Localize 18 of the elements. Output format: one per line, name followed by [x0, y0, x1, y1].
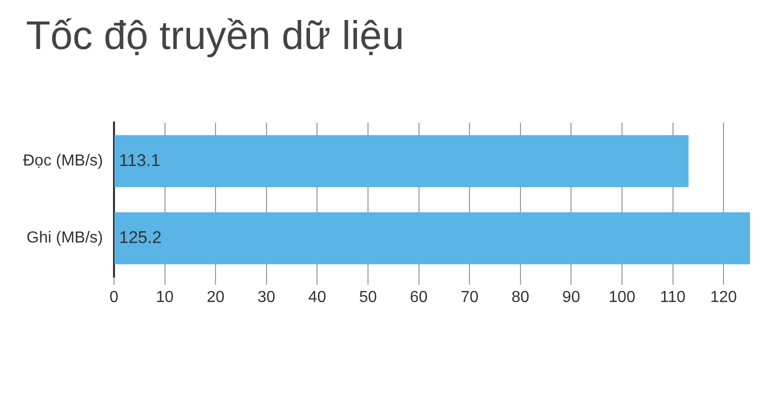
- y-tick-label: Đọc (MB/s): [23, 152, 103, 170]
- x-tick-label: 70: [460, 288, 479, 306]
- x-tick-label: 30: [258, 288, 276, 306]
- x-tick-label: 100: [608, 288, 636, 306]
- y-tick-label: Ghi (MB/s): [26, 230, 103, 247]
- chart-title: Tốc độ truyền dữ liệu: [26, 14, 404, 59]
- x-tick-label: 80: [511, 288, 530, 306]
- x-tick-label: 40: [308, 288, 326, 306]
- x-tick-label: 10: [156, 288, 174, 306]
- data-label: 113.1: [119, 150, 160, 170]
- x-tick-label: 120: [710, 288, 738, 306]
- x-tick-label: 90: [562, 288, 580, 306]
- x-tick-label: 20: [206, 288, 225, 306]
- x-tick-label: 60: [410, 288, 428, 306]
- x-tick-label: 50: [359, 288, 377, 306]
- x-tick-label: 0: [110, 288, 119, 306]
- data-label: 125.2: [119, 228, 162, 247]
- x-tick-label: 110: [660, 288, 686, 306]
